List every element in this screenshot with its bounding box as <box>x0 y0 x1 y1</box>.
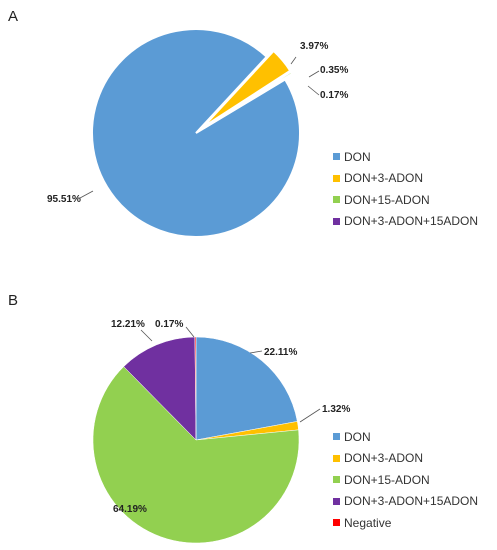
legend-label: DON+3-ADON+15ADON <box>344 214 479 229</box>
data-label-don-15-adon: 64.19% <box>113 504 147 515</box>
leader-line <box>249 350 263 354</box>
legend-swatch <box>333 153 340 161</box>
legend-swatch <box>333 476 340 484</box>
slice-don-3-adon-15adon <box>123 336 197 441</box>
leader-line <box>307 85 320 96</box>
data-label-don-3-adon-15adon: 0.17% <box>320 90 348 101</box>
legend-swatch <box>333 454 340 462</box>
legend-swatch <box>333 497 340 505</box>
panel-label-a: A <box>8 8 19 25</box>
legend-item-don-3-adon-15adon: DON+3-ADON+15ADON <box>333 491 478 513</box>
data-label-don-3-adon: 1.32% <box>322 404 350 415</box>
pie-a-plot: 95.51% 3.97% 0.35% 0.17% <box>47 28 348 239</box>
legend-swatch <box>333 174 340 182</box>
legend-item-negative: Negative <box>333 512 478 534</box>
slice-don <box>91 28 301 239</box>
legend-swatch <box>333 433 340 441</box>
slice-don-3-adon <box>202 49 292 129</box>
legend-item-don-15-adon: DON+15-ADON <box>333 189 478 211</box>
legend-item-don: DON <box>333 146 478 168</box>
slice-don <box>195 336 298 441</box>
legend-item-don-3-adon: DON+3-ADON <box>333 448 478 470</box>
legend-label: DON+3-ADON <box>344 451 424 466</box>
legend-b: DON DON+3-ADON DON+15-ADON DON+3-ADON+15ADO… <box>333 426 478 534</box>
leader-line <box>140 329 153 342</box>
slice-don-3-adon-15adon <box>203 72 295 130</box>
legend-label: DON+3-ADON <box>344 171 424 186</box>
panel-label-b: B <box>8 292 19 309</box>
legend-item-don-3-adon-15adon: DON+3-ADON+15ADON <box>333 211 478 233</box>
legend-label: DON+15-ADON <box>344 192 430 207</box>
slice-negative <box>194 336 197 441</box>
leader-line <box>308 70 320 78</box>
data-label-don: 22.11% <box>264 347 297 358</box>
legend-item-don-3-adon: DON+3-ADON <box>333 168 478 190</box>
leader-line <box>79 190 94 199</box>
legend-label: DON+3-ADON+15ADON <box>344 494 479 509</box>
legend-label: DON <box>344 149 371 164</box>
pie-b-plot: 22.11% 1.32% 64.19% 12.21% 0.17% <box>92 319 350 544</box>
legend-swatch <box>333 217 340 225</box>
legend-item-don: DON <box>333 426 478 448</box>
pie-chart-a: A 95.51% 3.97% 0.35% 0.17% DON DON+3-ADON DON… <box>8 8 478 239</box>
leader-line <box>299 408 321 423</box>
data-label-don: 95.51% <box>47 194 81 205</box>
leader-line <box>185 326 195 338</box>
legend-swatch <box>333 196 340 204</box>
pie-chart-b: B 22.11% 1.32% 64.19% 12.21% 0.17% DON DON+3-… <box>0 275 497 550</box>
legend-swatch <box>333 519 340 527</box>
legend-label: Negative <box>344 515 392 530</box>
data-label-don-15-adon: 0.35% <box>320 65 348 76</box>
legend-item-don-15-adon: DON+15-ADON <box>333 469 478 491</box>
legend-label: DON+15-ADON <box>344 472 430 487</box>
leader-line <box>290 56 297 65</box>
legend-a: DON DON+3-ADON DON+15-ADON DON+3-ADON+15ADO… <box>333 146 478 232</box>
data-label-don-3-adon: 3.97% <box>300 41 328 52</box>
data-label-don-3-adon-15adon: 12.21% <box>111 319 145 330</box>
data-label-negative: 0.17% <box>155 319 183 330</box>
legend-label: DON <box>344 429 371 444</box>
slice-don-15-adon <box>92 366 300 544</box>
